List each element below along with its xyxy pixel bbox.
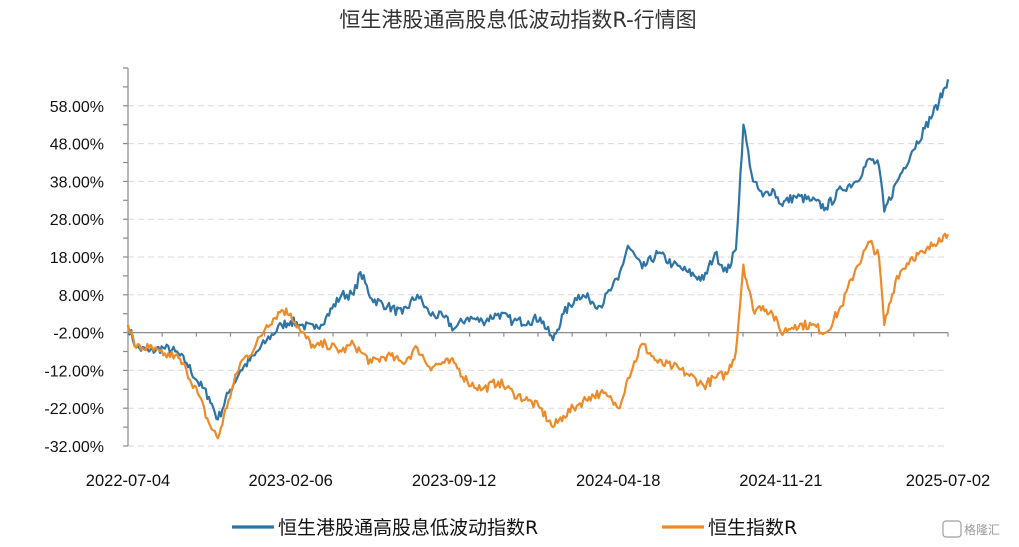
series-line-1: [126, 232, 950, 440]
x-tick-labels: 2022-07-04 2023-02-06 2023-09-12 2024-04-18…: [86, 472, 990, 490]
watermark: 格隆汇: [942, 520, 1000, 538]
x-tick-label: 2022-07-04: [86, 472, 170, 490]
y-tick-label: 8.00%: [59, 288, 104, 305]
y-tick-label: 38.00%: [50, 174, 104, 191]
x-tick-label: 2024-11-21: [739, 472, 822, 490]
x-tick-label: 2024-04-18: [576, 472, 660, 490]
y-tick-label: 58.00%: [50, 99, 104, 116]
legend-label: 恒生指数R: [708, 517, 797, 539]
series-lines: [126, 79, 950, 440]
y-tick-labels: 58.00% 48.00% 38.00% 28.00% 18.00% 8.00% -2.00…: [44, 99, 104, 456]
y-tick-label: -22.00%: [44, 401, 104, 418]
y-tick-label: -12.00%: [44, 363, 104, 380]
watermark-text: 格隆汇: [964, 522, 1000, 537]
y-tick-label: -2.00%: [53, 326, 104, 343]
legend-label: 恒生港股通高股息低波动指数R: [278, 517, 538, 539]
y-tick-label: 28.00%: [50, 212, 104, 229]
x-tick-label: 2025-07-02: [906, 472, 990, 490]
y-tick-label: -32.00%: [44, 439, 104, 456]
chart-title: 恒生港股通高股息低波动指数R-行情图: [339, 8, 696, 32]
grid-lines: [128, 105, 948, 447]
x-tick-label: 2023-02-06: [248, 472, 332, 490]
legend: 恒生港股通高股息低波动指数R 恒生指数R: [232, 517, 797, 539]
y-tick-label: 18.00%: [50, 250, 104, 267]
axes: [123, 67, 949, 447]
y-tick-label: 48.00%: [50, 137, 104, 154]
watermark-icon: [942, 520, 962, 538]
x-tick-label: 2023-09-12: [412, 472, 496, 490]
series-line-0: [126, 79, 950, 421]
